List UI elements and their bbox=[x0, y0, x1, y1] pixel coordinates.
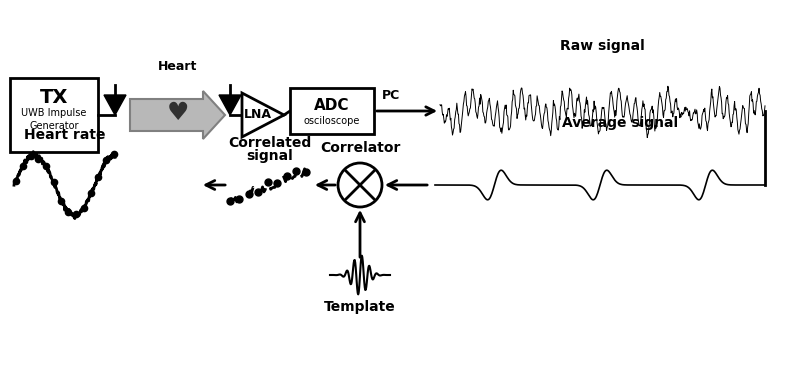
Text: ♥: ♥ bbox=[167, 101, 189, 125]
Text: signal: signal bbox=[247, 149, 293, 163]
Text: UWB Impulse: UWB Impulse bbox=[21, 108, 86, 118]
Text: Average signal: Average signal bbox=[562, 116, 678, 130]
Text: osciloscope: osciloscope bbox=[304, 116, 360, 126]
Text: PC: PC bbox=[382, 89, 400, 102]
Text: TX: TX bbox=[40, 88, 68, 107]
FancyArrow shape bbox=[130, 91, 225, 139]
Text: Template: Template bbox=[324, 300, 396, 314]
Text: Heart: Heart bbox=[158, 60, 197, 73]
Bar bbox=[290, 88, 374, 134]
Text: Correlator: Correlator bbox=[320, 141, 400, 155]
Polygon shape bbox=[104, 95, 126, 115]
Text: LNA: LNA bbox=[244, 108, 272, 121]
Text: ADC: ADC bbox=[314, 98, 350, 113]
Text: Correlated: Correlated bbox=[229, 136, 311, 150]
Bar bbox=[10, 78, 98, 152]
Text: Heart rate: Heart rate bbox=[24, 128, 105, 142]
Text: Raw signal: Raw signal bbox=[560, 39, 645, 53]
Polygon shape bbox=[219, 95, 241, 115]
Text: Generator: Generator bbox=[29, 121, 79, 131]
Polygon shape bbox=[242, 93, 284, 137]
